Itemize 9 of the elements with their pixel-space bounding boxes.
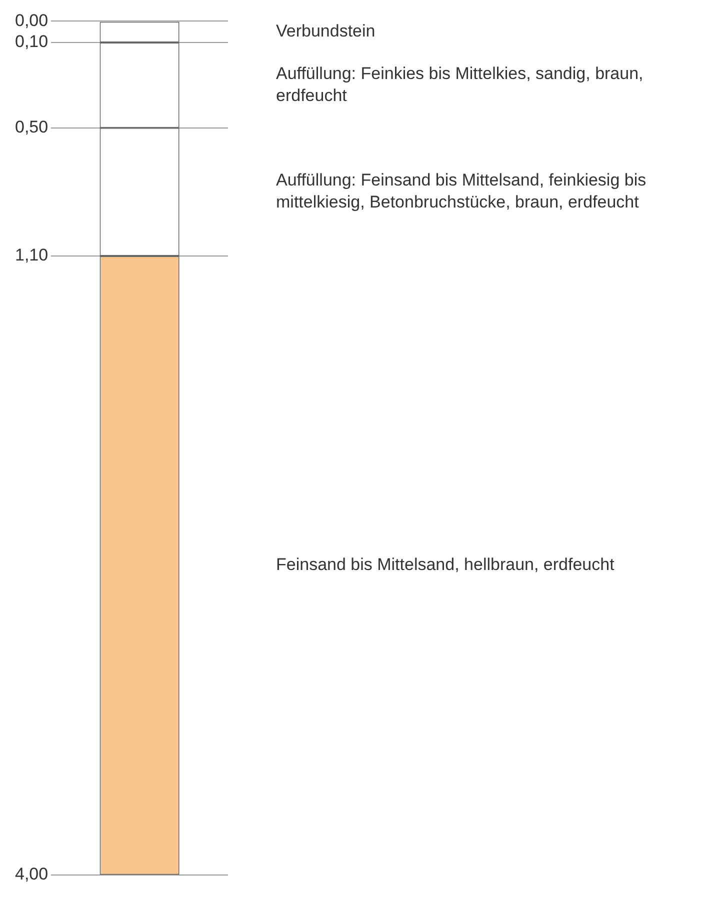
y-tick-label: 1,10 [14, 246, 48, 265]
text: Verbundstein [276, 22, 376, 41]
text: Feinsand bis Mittelsand, hellbraun, erdfeucht [276, 555, 615, 574]
y-tick-label: 0,00 [14, 10, 48, 30]
text: Auffüllung: Feinkies bis Mittelkies, sandig, braun, erdfeucht [276, 64, 644, 105]
y-tick-label: 0,10 [14, 32, 48, 52]
y-tick-label: 0,50 [14, 118, 48, 137]
y-tick-label: 4,00 [14, 864, 48, 884]
text: Auffüllung: Feinsand bis Mittelsand, feinkiesig bis mittelkiesig, Betonbruchstücke, braun, erdfeucht [276, 170, 646, 212]
